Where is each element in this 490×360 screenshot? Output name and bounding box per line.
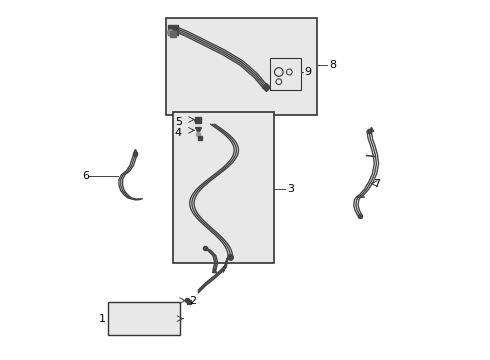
- Text: 9: 9: [304, 67, 312, 77]
- Text: 6: 6: [82, 171, 89, 181]
- Bar: [173, 112, 274, 263]
- Text: 1: 1: [99, 314, 106, 324]
- Text: 8: 8: [329, 60, 336, 70]
- Text: 3: 3: [287, 184, 294, 194]
- Text: 4: 4: [175, 128, 182, 138]
- Text: 7: 7: [373, 179, 380, 189]
- Text: 2: 2: [189, 296, 196, 306]
- Bar: [270, 58, 301, 90]
- Text: 5: 5: [175, 117, 182, 127]
- Bar: [108, 302, 180, 335]
- Bar: [166, 18, 317, 115]
